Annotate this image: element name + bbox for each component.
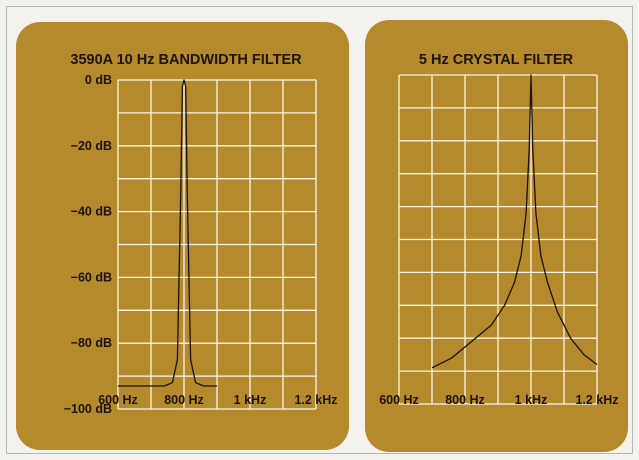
trace-line: [431, 74, 598, 369]
chart-panel-crystal-filter: 5 Hz CRYSTAL FILTER 600 Hz 800 Hz 1 kHz 1.2…: [365, 20, 628, 452]
x-tick-label: 1 kHz: [515, 393, 548, 407]
x-tick-label: 1 kHz: [234, 393, 267, 407]
chart-bandwidth-filter: 3590A 10 Hz BANDWIDTH FILTER 0 dB −20 dB −…: [64, 52, 338, 416]
chart-crystal-filter: 5 Hz CRYSTAL FILTER 600 Hz 800 Hz 1 kHz 1.2…: [379, 52, 618, 407]
chart-title: 3590A 10 Hz BANDWIDTH FILTER: [70, 52, 302, 68]
page-frame: [6, 6, 633, 454]
y-tick-label: −100 dB: [64, 402, 112, 416]
x-tick-label: 800 Hz: [445, 393, 485, 407]
x-tick-label: 600 Hz: [379, 393, 419, 407]
chart-title: 5 Hz CRYSTAL FILTER: [419, 52, 574, 68]
x-tick-label: 800 Hz: [164, 393, 204, 407]
x-tick-label: 1.2 kHz: [575, 393, 618, 407]
x-tick-label: 600 Hz: [98, 393, 138, 407]
x-tick-label: 1.2 kHz: [294, 393, 337, 407]
y-tick-label: 0 dB: [85, 73, 112, 87]
chart-panel-bandwidth-filter: 3590A 10 Hz BANDWIDTH FILTER 0 dB −20 dB −…: [16, 22, 349, 450]
y-tick-label: −40 dB: [71, 205, 112, 219]
trace-line: [118, 79, 217, 387]
y-tick-label: −60 dB: [71, 270, 112, 284]
y-tick-label: −80 dB: [71, 336, 112, 350]
y-tick-label: −20 dB: [71, 139, 112, 153]
